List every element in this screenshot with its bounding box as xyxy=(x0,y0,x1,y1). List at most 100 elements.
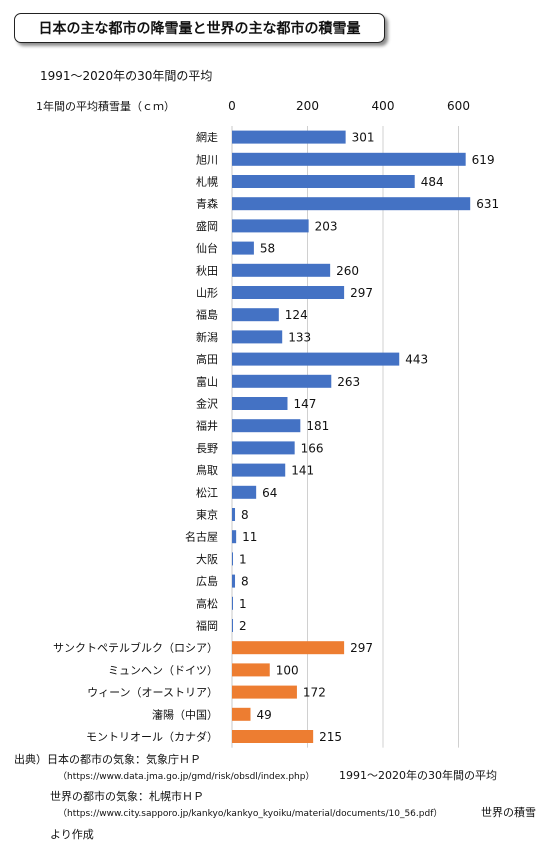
bar-chart: 1年間の平均積雪量（ｃｍ） 0 200 400 600 網走旭川札幌青森盛岡仙台秋田山… xyxy=(36,99,499,748)
bar xyxy=(232,152,466,166)
value-label: 631 xyxy=(476,197,499,211)
category-label: 大阪 xyxy=(196,552,218,566)
x-tick-label: 600 xyxy=(447,99,470,113)
category-label: 福井 xyxy=(196,419,218,433)
bar xyxy=(232,374,332,388)
category-label: 高松 xyxy=(196,596,218,610)
category-label: 新潟 xyxy=(196,330,218,344)
bar xyxy=(232,419,301,433)
bar xyxy=(232,485,257,499)
category-label: 広島 xyxy=(196,574,218,588)
category-label: 富山 xyxy=(196,374,218,388)
category-labels: 網走旭川札幌青森盛岡仙台秋田山形福島新潟高田富山金沢福井長野鳥取松江東京名古屋大… xyxy=(53,130,218,743)
x-tick-label: 200 xyxy=(296,99,319,113)
bar xyxy=(232,508,236,521)
value-label: 443 xyxy=(405,353,428,367)
value-label: 1 xyxy=(239,597,247,611)
category-label: 高田 xyxy=(196,352,218,366)
category-label: 山形 xyxy=(196,287,218,300)
value-label: 297 xyxy=(350,641,373,655)
source-line-3: 世界の都市の気象：札幌市ＨＰ xyxy=(50,790,204,803)
x-tick-label: 400 xyxy=(372,99,395,113)
bar xyxy=(232,641,345,655)
bar xyxy=(232,219,309,233)
grid-lines xyxy=(231,126,459,748)
source-line-1: 出典）日本の都市の気象：気象庁ＨＰ xyxy=(14,753,201,766)
axis-label: 1年間の平均積雪量（ｃｍ） xyxy=(36,99,175,113)
bar xyxy=(232,707,251,721)
chart-subtitle: 1991～2020年の30年間の平均 xyxy=(40,69,213,83)
bar xyxy=(232,574,236,588)
category-label: 長野 xyxy=(196,442,218,455)
value-label: 64 xyxy=(262,486,277,500)
bar xyxy=(232,552,233,566)
bar xyxy=(232,241,254,255)
bar xyxy=(232,441,295,455)
category-label: 青森 xyxy=(196,197,218,211)
source-note-jma: 1991～2020年の30年間の平均 xyxy=(339,769,497,782)
category-label: 名古屋 xyxy=(185,530,218,544)
x-tick-label: 0 xyxy=(228,99,236,113)
bar xyxy=(232,175,415,188)
value-label: 11 xyxy=(242,530,257,544)
bar xyxy=(232,685,297,699)
value-label: 263 xyxy=(337,375,360,389)
category-label: ウィーン（オーストリア） xyxy=(87,686,218,699)
category-label: 仙台 xyxy=(196,241,218,255)
value-label: 1 xyxy=(239,552,247,566)
value-label: 2 xyxy=(239,619,247,633)
bar xyxy=(232,463,286,477)
bar xyxy=(232,308,279,322)
value-label: 100 xyxy=(276,663,299,677)
value-label: 619 xyxy=(472,153,495,167)
category-label: モントリオール（カナダ） xyxy=(86,730,218,744)
bar xyxy=(232,530,237,544)
bar xyxy=(232,352,400,366)
category-label: 盛岡 xyxy=(196,219,218,233)
value-label: 141 xyxy=(291,464,314,478)
bar xyxy=(232,130,346,144)
value-label: 172 xyxy=(303,686,326,700)
bar xyxy=(232,730,314,743)
source-note-sapporo: 世界の積雪 xyxy=(481,806,536,819)
value-labels: 3016194846312035826029712413344326314718… xyxy=(239,131,499,744)
bar xyxy=(232,330,283,344)
value-label: 301 xyxy=(352,131,375,145)
value-label: 181 xyxy=(306,419,329,433)
value-label: 49 xyxy=(256,708,271,722)
category-label: 東京 xyxy=(196,508,218,522)
category-label: 金沢 xyxy=(196,397,218,411)
category-label: サンクトペテルブルク（ロシア） xyxy=(53,641,218,655)
value-label: 8 xyxy=(241,575,249,589)
value-label: 58 xyxy=(260,242,275,256)
source-url-jma: （https://www.data.jma.go.jp/gmd/risk/obs… xyxy=(58,772,315,782)
category-label: 福島 xyxy=(196,308,218,322)
bars xyxy=(232,130,471,743)
bar xyxy=(232,663,270,677)
category-label: ミュンヘン（ドイツ） xyxy=(108,664,218,677)
bar xyxy=(232,397,288,410)
value-label: 260 xyxy=(336,264,359,278)
source-line-5: より作成 xyxy=(50,828,94,841)
category-label: 瀋陽（中国） xyxy=(152,707,218,721)
bar xyxy=(232,263,331,277)
value-label: 8 xyxy=(241,508,249,522)
category-label: 福岡 xyxy=(196,619,218,633)
category-label: 秋田 xyxy=(196,263,218,277)
value-label: 484 xyxy=(421,175,444,189)
bar xyxy=(232,596,233,610)
value-label: 215 xyxy=(319,730,342,744)
category-label: 松江 xyxy=(196,485,218,499)
value-label: 133 xyxy=(288,330,311,344)
x-tick-labels: 0 200 400 600 xyxy=(228,99,470,113)
value-label: 124 xyxy=(285,308,308,322)
bar xyxy=(232,286,345,299)
bar xyxy=(232,619,233,632)
category-label: 網走 xyxy=(196,130,218,144)
bar xyxy=(232,197,471,211)
value-label: 166 xyxy=(301,441,324,455)
category-label: 旭川 xyxy=(196,152,218,166)
value-label: 147 xyxy=(293,397,316,411)
category-label: 鳥取 xyxy=(196,463,218,477)
value-label: 297 xyxy=(350,286,373,300)
